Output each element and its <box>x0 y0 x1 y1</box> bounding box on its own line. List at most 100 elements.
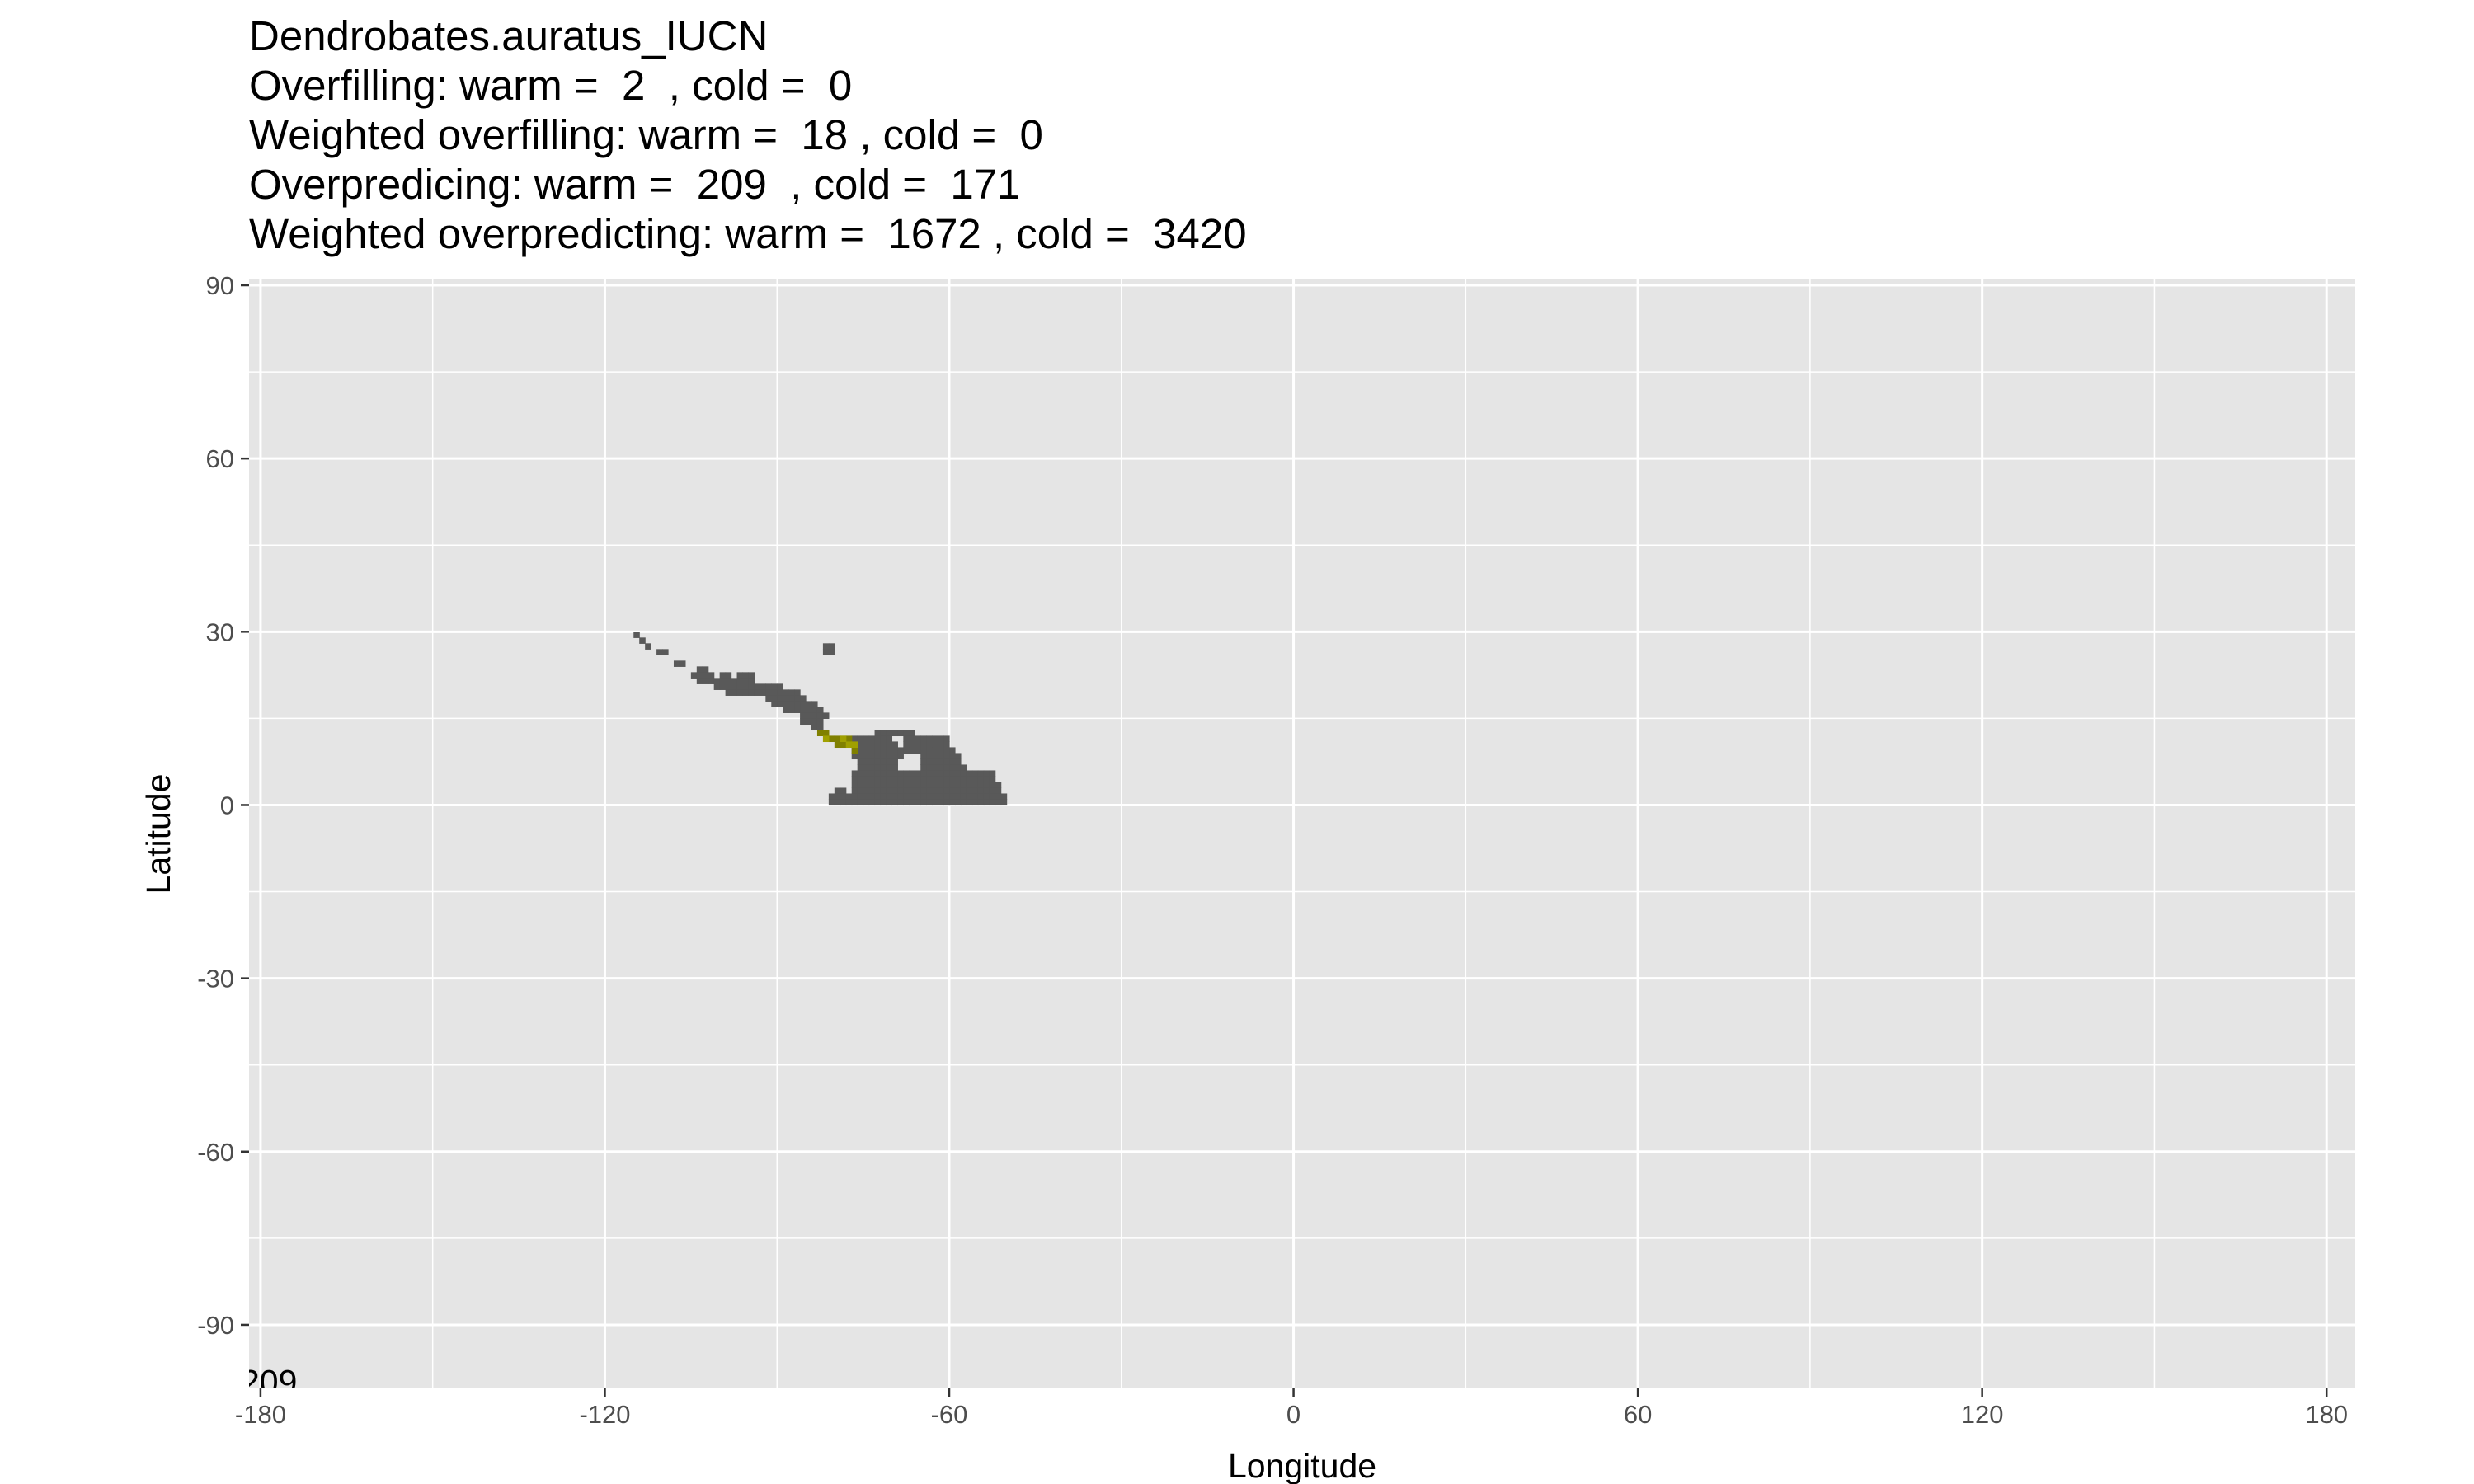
overfill-cell <box>834 735 841 743</box>
range-cell <box>915 799 921 806</box>
range-cell <box>886 799 893 806</box>
range-cell <box>834 799 841 806</box>
y-tick-label: -60 <box>197 1138 234 1167</box>
range-cell <box>960 782 967 789</box>
range-cell <box>874 741 882 749</box>
minor-gridlines <box>249 279 2355 1388</box>
range-cell <box>943 758 950 766</box>
range-cell <box>845 793 853 801</box>
range-cell <box>696 678 703 684</box>
range-cell <box>886 787 893 795</box>
range-cell <box>868 793 876 801</box>
x-tick-label: -120 <box>579 1400 630 1429</box>
range-cell <box>840 793 847 801</box>
range-cell <box>868 782 876 789</box>
range-cell <box>920 747 927 754</box>
range-cell <box>938 747 944 754</box>
overfill-cell <box>822 735 830 743</box>
range-cell <box>811 718 818 726</box>
x-tick-label: 0 <box>1286 1400 1300 1429</box>
range-cell <box>995 793 1002 801</box>
range-cell <box>863 747 870 754</box>
range-cell <box>909 747 915 754</box>
range-cell <box>771 683 778 690</box>
range-cell <box>938 753 944 760</box>
range-cell <box>788 707 795 713</box>
range-cell <box>943 799 950 806</box>
range-cell <box>800 695 807 702</box>
range-cell <box>926 764 933 772</box>
range-cell <box>891 753 898 760</box>
range-cell <box>977 799 985 806</box>
range-cell <box>857 782 864 789</box>
range-cell <box>943 735 950 743</box>
range-cell <box>989 793 996 801</box>
range-cell <box>954 764 962 772</box>
range-cell <box>806 718 812 726</box>
range-cell <box>891 730 898 737</box>
range-cell <box>977 770 985 777</box>
range-cell <box>949 753 956 760</box>
range-cell <box>897 770 904 777</box>
range-cell <box>995 782 1002 789</box>
range-cell <box>816 718 824 726</box>
range-cell <box>938 776 944 783</box>
range-cell <box>742 683 750 690</box>
range-cell <box>886 758 893 766</box>
range-cell <box>886 741 893 749</box>
range-cell <box>840 787 847 795</box>
range-cell <box>949 787 956 795</box>
range-cell <box>874 799 882 806</box>
range-cell <box>891 770 898 777</box>
range-cell <box>954 799 962 806</box>
overfill-cell <box>845 735 853 743</box>
range-cell <box>977 787 985 795</box>
range-cell <box>719 678 727 684</box>
range-cell <box>874 730 882 737</box>
range-cell <box>886 776 893 783</box>
range-cell <box>771 689 778 696</box>
overfill-cell <box>828 735 835 743</box>
range-cell <box>725 683 732 690</box>
range-cell <box>938 758 944 766</box>
range-cell <box>943 753 950 760</box>
range-cell <box>874 793 882 801</box>
range-cell <box>822 649 830 655</box>
range-cell <box>880 770 887 777</box>
range-cell <box>857 799 864 806</box>
x-tick-label: 120 <box>1961 1400 2004 1429</box>
range-cell <box>788 689 795 696</box>
range-cell <box>943 776 950 783</box>
range-cell <box>938 799 944 806</box>
range-cell <box>989 782 996 789</box>
range-cell <box>736 689 744 696</box>
range-cell <box>932 793 938 801</box>
range-cell <box>713 683 721 690</box>
range-cell <box>748 689 755 696</box>
range-cell <box>874 747 882 754</box>
range-cell <box>920 782 927 789</box>
y-tick-label: 90 <box>206 271 234 300</box>
range-cell <box>891 758 898 766</box>
range-cell <box>989 787 996 795</box>
range-cell <box>938 764 944 772</box>
range-cell <box>851 799 858 806</box>
range-cell <box>989 799 996 806</box>
range-cell <box>926 793 933 801</box>
range-cell <box>954 782 962 789</box>
y-tick-label: -30 <box>197 965 234 993</box>
range-cell <box>840 799 847 806</box>
range-cell <box>995 787 1002 795</box>
range-cell <box>960 793 967 801</box>
range-cell <box>932 764 938 772</box>
range-cell <box>828 643 835 650</box>
range-cell <box>989 776 996 783</box>
range-cell <box>915 776 921 783</box>
range-cell <box>816 707 824 713</box>
overfill-cell <box>851 747 858 754</box>
range-cell <box>731 689 738 696</box>
x-axis-ticks: -180 -120 -60 0 60 120 180 <box>235 1388 2348 1429</box>
range-cell <box>702 666 709 673</box>
range-cell <box>938 741 944 749</box>
range-cell <box>897 787 904 795</box>
